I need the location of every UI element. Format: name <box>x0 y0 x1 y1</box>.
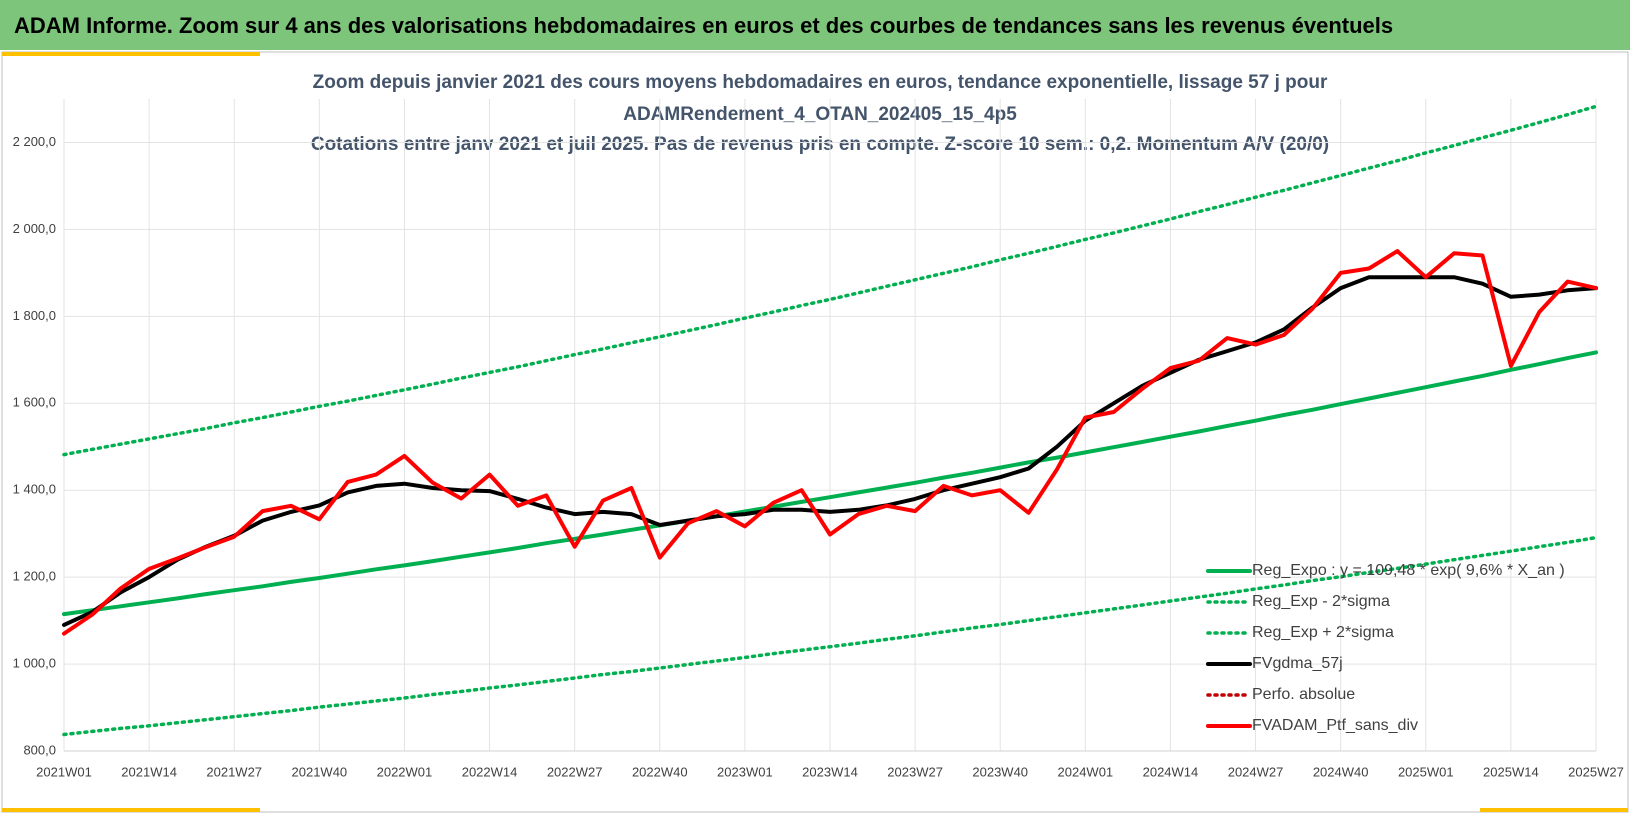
x-tick-label: 2023W14 <box>802 764 858 779</box>
legend-label: Reg_Exp + 2*sigma <box>1252 624 1394 641</box>
x-tick-label: 2023W01 <box>717 764 773 779</box>
x-tick-label: 2022W01 <box>377 764 433 779</box>
header-bar <box>0 0 1630 50</box>
accent <box>2 808 260 812</box>
chart-border <box>1 51 1629 813</box>
x-tick-label: 2025W14 <box>1483 764 1539 779</box>
series-line <box>62 535 1598 737</box>
x-tick-label: 2024W40 <box>1313 764 1369 779</box>
x-tick-label: 2023W40 <box>972 764 1028 779</box>
x-tick-label: 2025W27 <box>1568 764 1624 779</box>
series-line <box>62 249 1598 636</box>
x-tick-label: 2022W40 <box>632 764 688 779</box>
y-tick-label: 1 000,0 <box>13 656 56 671</box>
series-line <box>62 350 1598 617</box>
chart-title: Cotations entre janv 2021 et juil 2025. … <box>311 134 1329 155</box>
x-tick-label: 2021W01 <box>36 764 92 779</box>
y-tick-label: 2 200,0 <box>13 134 56 149</box>
legend-label: Reg_Expo : y = 109,48 * exp( 9,6% * X_an… <box>1252 562 1565 579</box>
y-tick-label: 1 600,0 <box>13 395 56 410</box>
x-tick-label: 2024W01 <box>1058 764 1114 779</box>
x-tick-label: 2021W27 <box>206 764 262 779</box>
header-title: ADAM Informe. Zoom sur 4 ans des valoris… <box>14 13 1393 38</box>
legend-label: Perfo. absolue <box>1252 686 1355 703</box>
x-tick-label: 2021W40 <box>292 764 348 779</box>
y-tick-label: 1 200,0 <box>13 569 56 584</box>
y-tick-label: 1 400,0 <box>13 482 56 497</box>
x-tick-label: 2022W27 <box>547 764 603 779</box>
x-tick-label: 2023W27 <box>887 764 943 779</box>
y-tick-label: 800,0 <box>23 742 56 757</box>
x-tick-label: 2022W14 <box>462 764 518 779</box>
y-tick-label: 2 000,0 <box>13 221 56 236</box>
series-line <box>62 104 1598 457</box>
chart-title: Zoom depuis janvier 2021 des cours moyen… <box>313 72 1328 93</box>
legend-label: Reg_Exp - 2*sigma <box>1252 593 1390 610</box>
x-tick-label: 2024W27 <box>1228 764 1284 779</box>
x-tick-label: 2021W14 <box>121 764 177 779</box>
y-tick-label: 1 800,0 <box>13 308 56 323</box>
legend-label: FVADAM_Ptf_sans_div <box>1252 717 1418 734</box>
legend-label: FVgdma_57j <box>1252 655 1343 672</box>
accent <box>2 52 260 56</box>
x-tick-label: 2024W14 <box>1143 764 1199 779</box>
x-tick-label: 2025W01 <box>1398 764 1454 779</box>
series-line <box>62 275 1598 627</box>
chart-title: ADAMRendement_4_OTAN_202405_15_4p5 <box>623 104 1017 125</box>
accent <box>1480 808 1628 812</box>
